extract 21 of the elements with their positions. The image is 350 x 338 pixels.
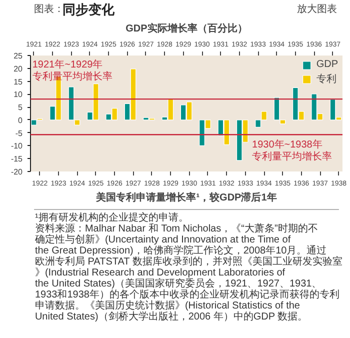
y-tick-label: 10 xyxy=(14,90,24,100)
x2-axis-title: GDP实际增长率（百分比） xyxy=(126,22,248,34)
y-tick-label: 15 xyxy=(14,77,24,86)
y-tick-label: 5 xyxy=(18,103,24,112)
text: 资料来源：Malhar Nabar 和 Tom Nicholas，《“大萧条”时期的不确定性与创新》(Uncertainty and Innovation at the Time of the Great Depression)，哈佛商学院工作论文，2008年10月。通过欧洲专利局 PATSTAT 数据库收录到的，并对照《美国工业研发实验室》(Industrial Research and Development Laboratories of the United States)（美国国家研究委员会，1921、1927、1931、1933和1938年）的各个版本中收录的企业研发机构记录而获得的专利申请数据。《美国历史统计数据》(Historical Statistics of the United States)（剑桥大学出版社，2006 年）中的GDP 数据。 xyxy=(34,224,342,322)
text: 图表： xyxy=(34,3,64,15)
y-tick-label: 25 xyxy=(14,52,24,60)
y-tick-label: 20 xyxy=(14,64,24,74)
chart-title: 同步变化 xyxy=(62,2,116,17)
y-tick-label: 0 xyxy=(18,116,24,125)
ref-line-label: 1930年~1938年专利量平均增长率 xyxy=(252,138,332,163)
ref-line-label: 1921年~1929年专利量平均增长率 xyxy=(32,58,112,83)
text: 放大图表 xyxy=(297,3,338,15)
y-tick-label: -5 xyxy=(15,128,24,138)
legend-label: 专利 xyxy=(316,72,336,86)
y-tick-label: -20 xyxy=(10,168,24,176)
legend-label: GDP xyxy=(316,59,338,70)
text: ¹拥有研发机构的企业提交的申请。 xyxy=(34,212,188,224)
y-tick-label: -10 xyxy=(10,142,24,151)
x-axis-title: 美国专利申请量增长率¹，较GDP滞后1年 xyxy=(95,192,277,204)
y-tick-label: -15 xyxy=(10,154,24,164)
